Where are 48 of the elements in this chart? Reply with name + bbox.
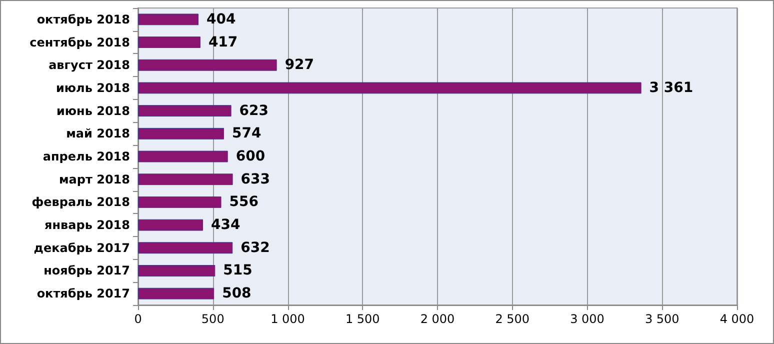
y-tick-label: ноябрь 2017 (44, 264, 130, 278)
y-tick-label: февраль 2018 (32, 195, 130, 210)
bar (138, 128, 224, 140)
y-tick-label: октябрь 2017 (36, 286, 130, 301)
bar (138, 196, 222, 208)
data-label: 623 (239, 102, 269, 119)
data-label: 600 (236, 148, 266, 164)
bar (138, 219, 203, 231)
data-label: 556 (229, 194, 258, 210)
data-label: 633 (240, 171, 270, 188)
x-tick-label: 4 000 (720, 312, 754, 326)
bar (138, 150, 228, 162)
y-tick-label: сентябрь 2018 (30, 35, 130, 50)
bar (138, 288, 214, 300)
bar (138, 265, 216, 276)
y-tick-label: июль 2018 (56, 80, 130, 95)
data-label: 3 361 (649, 80, 694, 96)
data-label: 632 (240, 240, 270, 256)
data-label: 434 (210, 217, 240, 234)
bar (138, 82, 642, 94)
y-tick-label: апрель 2018 (42, 150, 130, 164)
x-tick-label: 3 000 (570, 312, 604, 326)
data-label: 515 (223, 262, 252, 279)
bar (138, 14, 198, 26)
x-tick-label: 500 (201, 312, 224, 326)
data-label: 417 (208, 34, 238, 50)
bar (138, 59, 277, 71)
bar (138, 36, 200, 48)
y-tick-label: декабрь 2017 (34, 240, 130, 255)
bar (138, 242, 233, 254)
x-tick-label: 0 (134, 312, 142, 326)
data-label: 404 (206, 11, 236, 28)
x-tick-label: 3 500 (644, 312, 680, 326)
x-tick-label: 2 000 (420, 312, 455, 326)
y-tick-label: июнь 2018 (56, 104, 130, 118)
bar (138, 105, 232, 117)
x-tick-label: 1 000 (270, 312, 305, 326)
x-tick-label: 2 500 (495, 312, 530, 326)
data-label: 574 (232, 126, 262, 142)
y-tick-label: май 2018 (66, 126, 130, 141)
bar (138, 174, 233, 186)
y-tick-label: январь 2018 (44, 218, 130, 232)
y-tick-label: октябрь 2018 (36, 12, 130, 26)
y-tick-label: март 2018 (58, 172, 130, 186)
x-tick-label: 1 500 (345, 312, 380, 326)
data-label: 927 (284, 57, 314, 74)
data-label: 508 (222, 286, 252, 302)
y-tick-label: август 2018 (48, 58, 130, 72)
